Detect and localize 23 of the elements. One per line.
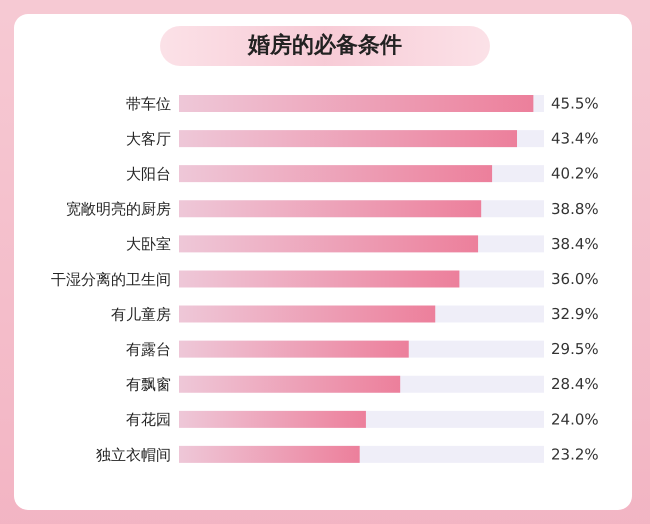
data-label: 38.4% bbox=[551, 234, 599, 253]
data-label: 38.8% bbox=[551, 200, 599, 218]
data-label: 23.2% bbox=[551, 445, 599, 464]
y-tick-label: 有花园 bbox=[126, 410, 171, 429]
y-tick-label: 大卧室 bbox=[126, 235, 171, 254]
y-tick-label: 大阳台 bbox=[126, 165, 171, 184]
data-label: 28.4% bbox=[551, 375, 599, 394]
y-tick-label: 带车位 bbox=[126, 94, 171, 113]
y-tick-label: 宽敞明亮的厨房 bbox=[66, 200, 171, 218]
y-tick-label: 独立衣帽间 bbox=[96, 446, 171, 464]
data-label: 24.0% bbox=[551, 410, 599, 428]
y-tick-label: 有飘窗 bbox=[126, 376, 171, 394]
y-tick-label: 干湿分离的卫生间 bbox=[51, 270, 171, 288]
data-label: 45.5% bbox=[551, 94, 599, 112]
data-label: 40.2% bbox=[551, 164, 599, 183]
data-label: 32.9% bbox=[551, 305, 599, 324]
y-tick-label: 有露台 bbox=[126, 340, 171, 359]
data-label: 43.4% bbox=[551, 130, 599, 148]
data-label: 29.5% bbox=[551, 340, 599, 358]
data-label: 36.0% bbox=[551, 270, 599, 288]
y-tick-label: 大客厅 bbox=[126, 130, 171, 148]
y-tick-label: 有儿童房 bbox=[111, 305, 171, 324]
chart-title: 婚房的必备条件 bbox=[160, 26, 490, 66]
